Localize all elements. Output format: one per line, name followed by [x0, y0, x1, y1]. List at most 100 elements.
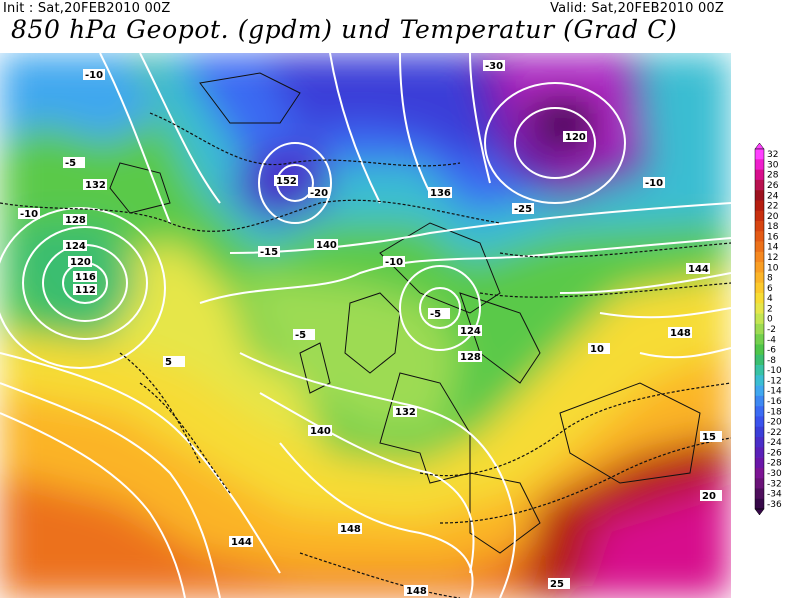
- label-124-east: 124: [460, 326, 481, 337]
- legend-tick-label: 4: [767, 294, 773, 304]
- legend-tick-label: 0: [767, 315, 773, 325]
- legend-tick-label: 26: [767, 181, 779, 191]
- legend-tick-label: 32: [767, 150, 778, 160]
- legend-tick-label: -14: [767, 387, 782, 397]
- legend-swatch: [755, 375, 764, 386]
- legend-tick-label: 14: [767, 243, 779, 253]
- legend-border: [754, 148, 765, 510]
- legend-swatch: [755, 323, 764, 335]
- legend-swatch: [755, 447, 764, 458]
- label-112: 112: [75, 285, 96, 296]
- legend-tick-label: -36: [767, 500, 782, 510]
- legend-tick-label: 16: [767, 232, 779, 242]
- valid-time: Valid: Sat,20FEB2010 00Z: [550, 1, 724, 16]
- temp-label-minus5-c: -5: [430, 309, 441, 320]
- legend-tick-label: 8: [767, 274, 773, 284]
- legend-swatch: [755, 262, 764, 273]
- legend-tick-label: -32: [767, 479, 782, 489]
- legend-tick-label: 22: [767, 202, 778, 212]
- legend-tick-label: -18: [767, 407, 782, 417]
- temp-label-5: 5: [165, 357, 172, 368]
- label-144-east: 144: [688, 264, 709, 275]
- temp-label-10: 10: [590, 344, 604, 355]
- legend-arrow-bottom: [754, 508, 765, 516]
- legend-swatch: [755, 406, 764, 417]
- legend-tick-label: -20: [767, 418, 782, 428]
- temp-label-25: 25: [550, 579, 564, 590]
- label-124: 124: [65, 241, 86, 252]
- label-128: 128: [65, 215, 86, 226]
- coastlines: [109, 72, 701, 554]
- legend-swatch: [755, 190, 764, 201]
- label-148-south: 148: [406, 586, 427, 597]
- label-140: 140: [316, 240, 337, 251]
- weather-map-canvas: 116 112 120 124 128 132 136 140 144 148 …: [0, 53, 731, 598]
- temp-label-minus15: -15: [260, 247, 278, 258]
- legend-tick-label: 10: [767, 263, 779, 273]
- label-120-north: 120: [565, 132, 586, 143]
- legend-swatch: [755, 231, 764, 242]
- map-header: Init : Sat,20FEB2010 00Z Valid: Sat,20FE…: [0, 0, 790, 50]
- label-132: 132: [85, 180, 106, 191]
- label-140-south: 140: [310, 426, 331, 437]
- temp-label-minus5: -5: [295, 330, 306, 341]
- legend-swatch: [755, 385, 764, 397]
- legend-swatch: [755, 354, 764, 366]
- legend-swatch: [755, 210, 764, 222]
- legend-tick-label: -16: [767, 397, 782, 407]
- legend-tick-label: 12: [767, 253, 778, 263]
- weather-map: 116 112 120 124 128 132 136 140 144 148 …: [0, 53, 731, 598]
- legend-swatch: [755, 426, 764, 438]
- legend-tick-label: -22: [767, 428, 782, 438]
- legend-swatch: [755, 293, 764, 304]
- legend-tick-label: -26: [767, 448, 782, 458]
- legend-tick-label: -34: [767, 490, 782, 500]
- legend-tick-label: 24: [767, 191, 779, 201]
- geopotential-isolines: [0, 53, 731, 598]
- label-148-east: 148: [670, 328, 691, 339]
- legend-swatch: [755, 478, 764, 489]
- legend-swatch: [755, 498, 764, 510]
- legend-tick-label: -4: [767, 335, 776, 345]
- legend-swatch: [755, 344, 764, 356]
- temperature-isolines: [0, 112, 731, 598]
- label-144: 144: [231, 537, 252, 548]
- legend-swatch: [755, 179, 764, 191]
- label-148: 148: [340, 524, 361, 535]
- temp-label-15: 15: [702, 432, 716, 443]
- legend-swatch: [755, 416, 764, 428]
- legend-swatch: [755, 200, 764, 212]
- legend-arrow-top: [754, 142, 765, 150]
- legend-tick-label: -30: [767, 469, 782, 479]
- temp-label-minus10-w: -10: [20, 209, 38, 220]
- legend-swatch: [755, 303, 764, 314]
- legend-swatch: [755, 334, 764, 345]
- legend-tick-label: -28: [767, 459, 782, 469]
- legend-swatch: [755, 272, 764, 284]
- legend-swatch: [755, 282, 764, 294]
- legend-tick-label: -6: [767, 346, 776, 356]
- init-time: Init : Sat,20FEB2010 00Z: [3, 1, 171, 16]
- legend-swatch: [755, 395, 764, 407]
- legend-swatch: [755, 313, 764, 325]
- legend-swatch: [755, 365, 764, 376]
- legend-tick-label: -24: [767, 438, 782, 448]
- legend-swatch: [755, 457, 764, 469]
- legend-swatch: [755, 169, 764, 181]
- legend-tick-label: 30: [767, 160, 779, 170]
- legend-tick-label: 2: [767, 304, 773, 314]
- legend-swatch: [755, 251, 764, 263]
- temp-label-minus20: -20: [310, 188, 328, 199]
- temperature-labels: -30 -25 -20 -15 -10 -5 5 10 15 20 25 -10…: [18, 60, 722, 590]
- legend-tick-label: -2: [767, 325, 776, 335]
- legend-swatch: [755, 467, 764, 479]
- color-legend: 32 30 28 26 24 22 20 18 16 14 12 10 8 6 4 2 0 -2 -4 -6 -8 -10…: [753, 142, 789, 516]
- temp-label-20: 20: [702, 491, 716, 502]
- legend-tick-label: 28: [767, 171, 779, 181]
- label-120: 120: [70, 257, 91, 268]
- color-legend-canvas: 32302826242220181614121086420-2-4-6-8-10…: [754, 142, 782, 516]
- temp-label-minus10-nw: -10: [85, 70, 103, 81]
- legend-swatch: [755, 241, 764, 253]
- label-132-south: 132: [395, 407, 416, 418]
- legend-tick-label: 6: [767, 284, 773, 294]
